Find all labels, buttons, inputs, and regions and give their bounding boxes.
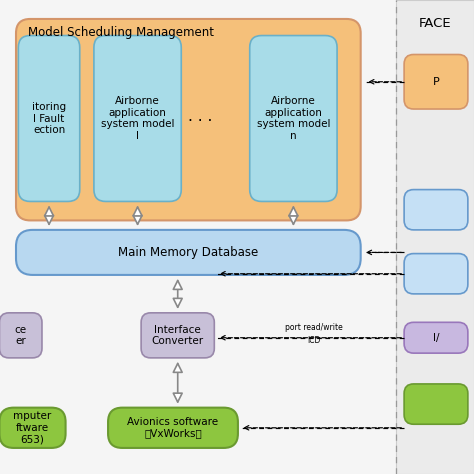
Text: port read/write: port read/write xyxy=(285,323,343,332)
Text: itoring
l Fault
ection: itoring l Fault ection xyxy=(32,102,66,135)
FancyBboxPatch shape xyxy=(404,322,468,353)
FancyBboxPatch shape xyxy=(250,36,337,201)
FancyBboxPatch shape xyxy=(404,384,468,424)
Text: Interface
Converter: Interface Converter xyxy=(152,325,204,346)
FancyBboxPatch shape xyxy=(0,313,42,358)
Text: FACE: FACE xyxy=(419,17,451,29)
FancyBboxPatch shape xyxy=(0,408,65,448)
FancyBboxPatch shape xyxy=(108,408,238,448)
Bar xyxy=(396,0,474,474)
FancyBboxPatch shape xyxy=(16,19,361,220)
FancyBboxPatch shape xyxy=(141,313,214,358)
FancyBboxPatch shape xyxy=(94,36,181,201)
Text: Main Memory Database: Main Memory Database xyxy=(118,246,258,259)
Text: ce
er: ce er xyxy=(15,325,27,346)
Text: ICD: ICD xyxy=(307,336,320,345)
Text: I/: I/ xyxy=(433,333,439,343)
FancyBboxPatch shape xyxy=(18,36,80,201)
Text: Model Scheduling Management: Model Scheduling Management xyxy=(28,26,214,39)
Text: Airborne
application
system model
l: Airborne application system model l xyxy=(101,96,174,141)
Text: Airborne
application
system model
n: Airborne application system model n xyxy=(256,96,330,141)
Text: mputer
ftware
653): mputer ftware 653) xyxy=(13,411,52,445)
FancyBboxPatch shape xyxy=(404,190,468,230)
Text: . . .: . . . xyxy=(188,109,212,124)
Text: P: P xyxy=(433,77,439,87)
FancyBboxPatch shape xyxy=(404,254,468,294)
FancyBboxPatch shape xyxy=(16,230,361,275)
FancyBboxPatch shape xyxy=(404,55,468,109)
Text: Avionics software
（VxWorks）: Avionics software （VxWorks） xyxy=(128,417,219,438)
